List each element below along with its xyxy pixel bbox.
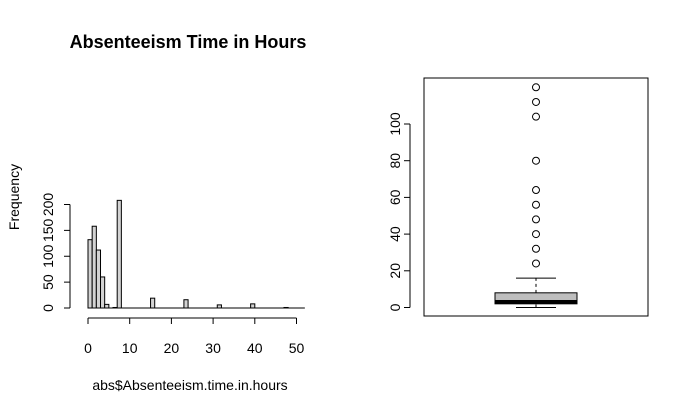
- boxplot-outlier-point: [532, 200, 540, 209]
- boxplot-outlier-point: [532, 259, 540, 268]
- boxplot-outliers: [532, 83, 540, 268]
- histogram-bars: [87, 199, 305, 309]
- boxplot-y-tick-label: 40: [387, 226, 403, 242]
- histogram-y-tick-label: 150: [40, 218, 56, 242]
- boxplot-outlier-point: [532, 97, 540, 106]
- boxplot-outlier-point: [532, 112, 540, 121]
- histogram-x-tick-label: 10: [122, 340, 138, 356]
- histogram-x-tick-label: 0: [84, 340, 92, 356]
- histogram-bar: [116, 199, 122, 309]
- boxplot-y-tick-label: 60: [387, 189, 403, 205]
- boxplot-y-tick-label: 100: [387, 112, 403, 136]
- boxplot-y-tick-label: 0: [387, 303, 403, 311]
- boxplot-frame: [423, 77, 649, 317]
- boxplot-panel: 0 20 40 60 80 100: [387, 77, 649, 317]
- histogram-y-tick-label: 0: [40, 304, 56, 312]
- histogram-x-axis-label: abs$Absenteeism.time.in.hours: [92, 377, 287, 393]
- histogram-x-tick-label: 30: [205, 340, 221, 356]
- histogram-y-tick-label: 100: [40, 244, 56, 268]
- boxplot-y-tick-label: 20: [387, 263, 403, 279]
- boxplot-y-tick-label: 80: [387, 153, 403, 169]
- histogram-y-tick-label: 200: [40, 193, 56, 217]
- histogram-bar: [183, 299, 189, 309]
- histogram-bar: [150, 297, 156, 309]
- boxplot-y-axis: 0 20 40 60 80 100: [387, 112, 411, 311]
- histogram-bar: [91, 225, 97, 309]
- histogram-bar: [87, 239, 93, 309]
- boxplot: [494, 277, 578, 308]
- histogram-x-tick-label: 20: [164, 340, 180, 356]
- boxplot-outlier-point: [532, 215, 540, 224]
- histogram-bar: [95, 249, 102, 309]
- histogram-x-axis: 0 10 20 30 40 50: [84, 317, 305, 356]
- histogram-x-tick-label: 50: [289, 340, 305, 356]
- histogram-title: Absenteeism Time in Hours: [70, 32, 307, 52]
- histogram-panel: Absenteeism Time in Hours Frequency abs$…: [6, 32, 306, 393]
- boxplot-outlier-point: [532, 156, 540, 165]
- histogram-bar: [100, 276, 106, 309]
- histogram-bar: [250, 303, 256, 309]
- boxplot-outlier-point: [532, 230, 540, 239]
- histogram-bar: [104, 303, 110, 309]
- histogram-y-tick-label: 50: [40, 274, 56, 290]
- boxplot-outlier-point: [532, 244, 540, 253]
- boxplot-outlier-point: [532, 186, 540, 195]
- boxplot-outlier-point: [532, 83, 540, 92]
- histogram-y-axis-label: Frequency: [6, 164, 22, 230]
- histogram-x-tick-label: 40: [247, 340, 263, 356]
